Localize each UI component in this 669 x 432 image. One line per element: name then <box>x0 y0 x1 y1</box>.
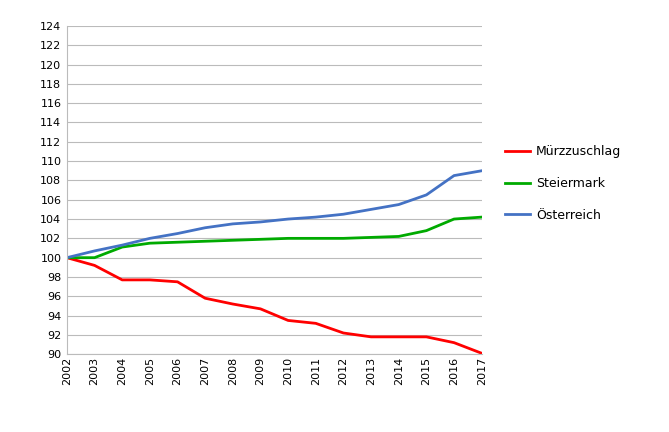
Österreich <box>284 216 292 222</box>
Österreich <box>173 231 181 236</box>
Österreich <box>229 221 237 226</box>
Mürzzuschlag <box>367 334 375 340</box>
Österreich <box>367 207 375 212</box>
Steiermark <box>256 237 264 242</box>
Steiermark <box>146 241 154 246</box>
Steiermark <box>478 215 486 220</box>
Österreich <box>339 212 347 217</box>
Österreich <box>312 215 320 220</box>
Steiermark <box>395 234 403 239</box>
Steiermark <box>118 245 126 250</box>
Steiermark <box>367 235 375 240</box>
Legend: Mürzzuschlag, Steiermark, Österreich: Mürzzuschlag, Steiermark, Österreich <box>504 145 621 222</box>
Mürzzuschlag <box>229 302 237 307</box>
Steiermark <box>450 216 458 222</box>
Mürzzuschlag <box>450 340 458 345</box>
Österreich <box>63 255 71 260</box>
Mürzzuschlag <box>90 263 98 268</box>
Line: Steiermark: Steiermark <box>67 217 482 257</box>
Mürzzuschlag <box>256 306 264 311</box>
Steiermark <box>422 228 430 233</box>
Österreich <box>478 168 486 173</box>
Steiermark <box>284 236 292 241</box>
Mürzzuschlag <box>395 334 403 340</box>
Österreich <box>201 225 209 230</box>
Österreich <box>422 192 430 197</box>
Mürzzuschlag <box>201 295 209 301</box>
Mürzzuschlag <box>63 255 71 260</box>
Mürzzuschlag <box>339 330 347 336</box>
Mürzzuschlag <box>312 321 320 326</box>
Line: Mürzzuschlag: Mürzzuschlag <box>67 257 482 353</box>
Steiermark <box>90 255 98 260</box>
Mürzzuschlag <box>284 318 292 323</box>
Mürzzuschlag <box>118 277 126 283</box>
Steiermark <box>201 238 209 244</box>
Steiermark <box>63 255 71 260</box>
Österreich <box>450 173 458 178</box>
Österreich <box>146 236 154 241</box>
Steiermark <box>339 236 347 241</box>
Steiermark <box>312 236 320 241</box>
Steiermark <box>173 240 181 245</box>
Mürzzuschlag <box>422 334 430 340</box>
Steiermark <box>229 238 237 243</box>
Österreich <box>395 202 403 207</box>
Mürzzuschlag <box>173 279 181 284</box>
Österreich <box>118 242 126 248</box>
Österreich <box>90 248 98 254</box>
Mürzzuschlag <box>146 277 154 283</box>
Mürzzuschlag <box>478 351 486 356</box>
Österreich <box>256 219 264 225</box>
Line: Österreich: Österreich <box>67 171 482 257</box>
